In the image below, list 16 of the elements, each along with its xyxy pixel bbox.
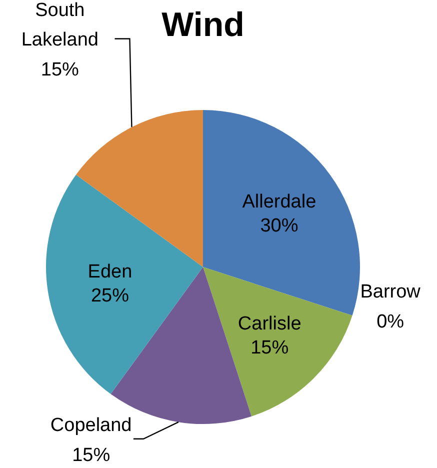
slice-label: Allerdale	[242, 192, 316, 213]
pie-slice	[203, 110, 360, 316]
slice-label: Copeland	[50, 414, 132, 436]
text: 0%	[376, 312, 404, 333]
slice-label: South Lakeland	[21, 0, 98, 51]
data-label: 15%	[40, 60, 80, 81]
pie-slice	[46, 174, 203, 394]
data-label: 30%	[260, 216, 298, 237]
data-label: 25%	[90, 286, 130, 307]
data-label: 15%	[250, 338, 289, 359]
chart-title: Wind	[162, 6, 244, 44]
slice-label: Carlisle	[238, 314, 302, 335]
slice-label: Eden	[88, 262, 132, 283]
data-label: 15%	[72, 444, 110, 466]
category-label: Barrow	[360, 282, 420, 303]
pie-slice	[203, 267, 352, 416]
